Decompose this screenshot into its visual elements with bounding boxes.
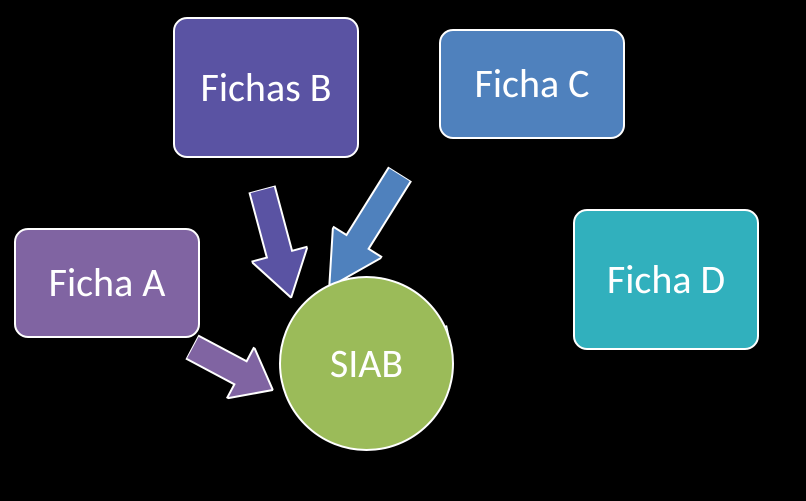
arrow-b [234, 181, 319, 305]
node-label: Ficha D [607, 258, 725, 302]
node-ficha-d: Ficha D [573, 209, 759, 350]
node-fichas-b: Fichas B [173, 17, 359, 158]
center-label: SIAB [330, 339, 403, 388]
node-label: Ficha C [474, 62, 589, 106]
node-label: Ficha A [49, 261, 166, 305]
node-label: Fichas B [200, 66, 331, 110]
node-ficha-a: Ficha A [14, 228, 200, 338]
diagram-canvas: Ficha A Fichas B Ficha C Ficha D SIAB [0, 0, 806, 501]
center-node: SIAB [279, 276, 454, 451]
arrow-a [178, 321, 286, 415]
node-ficha-c: Ficha C [439, 29, 625, 139]
